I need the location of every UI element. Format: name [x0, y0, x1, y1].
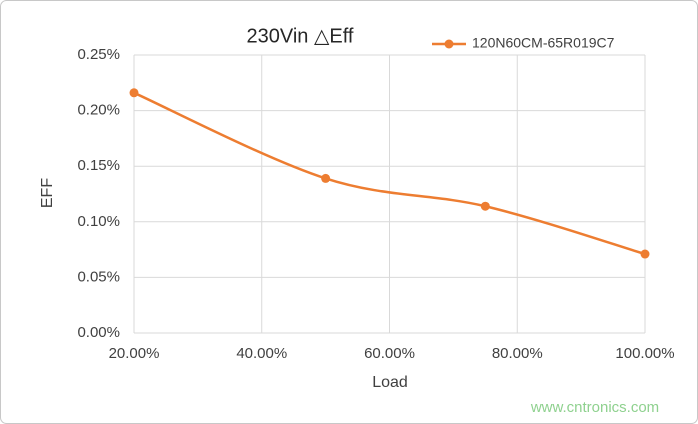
series-line	[133, 91, 646, 256]
data-point	[321, 173, 331, 183]
x-tick-label: 80.00%	[492, 345, 543, 362]
y-axis-label: EFF	[39, 178, 56, 208]
x-tick-label: 100.00%	[615, 345, 674, 362]
chart-title: 230Vin △Eff	[247, 25, 354, 47]
watermark: www.cntronics.com	[530, 399, 659, 416]
y-tick-label: 0.15%	[77, 157, 120, 174]
y-tick-label: 0.00%	[77, 324, 120, 341]
x-tick-label: 60.00%	[364, 345, 415, 362]
legend-label: 120N60CM-65R019C7	[472, 35, 615, 51]
data-point	[129, 88, 139, 98]
y-tick-label: 0.20%	[77, 102, 120, 119]
x-axis-label: Load	[372, 374, 408, 391]
y-tick-label: 0.25%	[77, 46, 120, 63]
legend-marker	[444, 39, 454, 49]
data-point	[480, 201, 490, 211]
y-tick-label: 0.05%	[77, 268, 120, 285]
x-tick-label: 20.00%	[109, 345, 160, 362]
x-tick-label: 40.00%	[236, 345, 287, 362]
y-tick-label: 0.10%	[77, 213, 120, 230]
data-point	[640, 249, 650, 259]
